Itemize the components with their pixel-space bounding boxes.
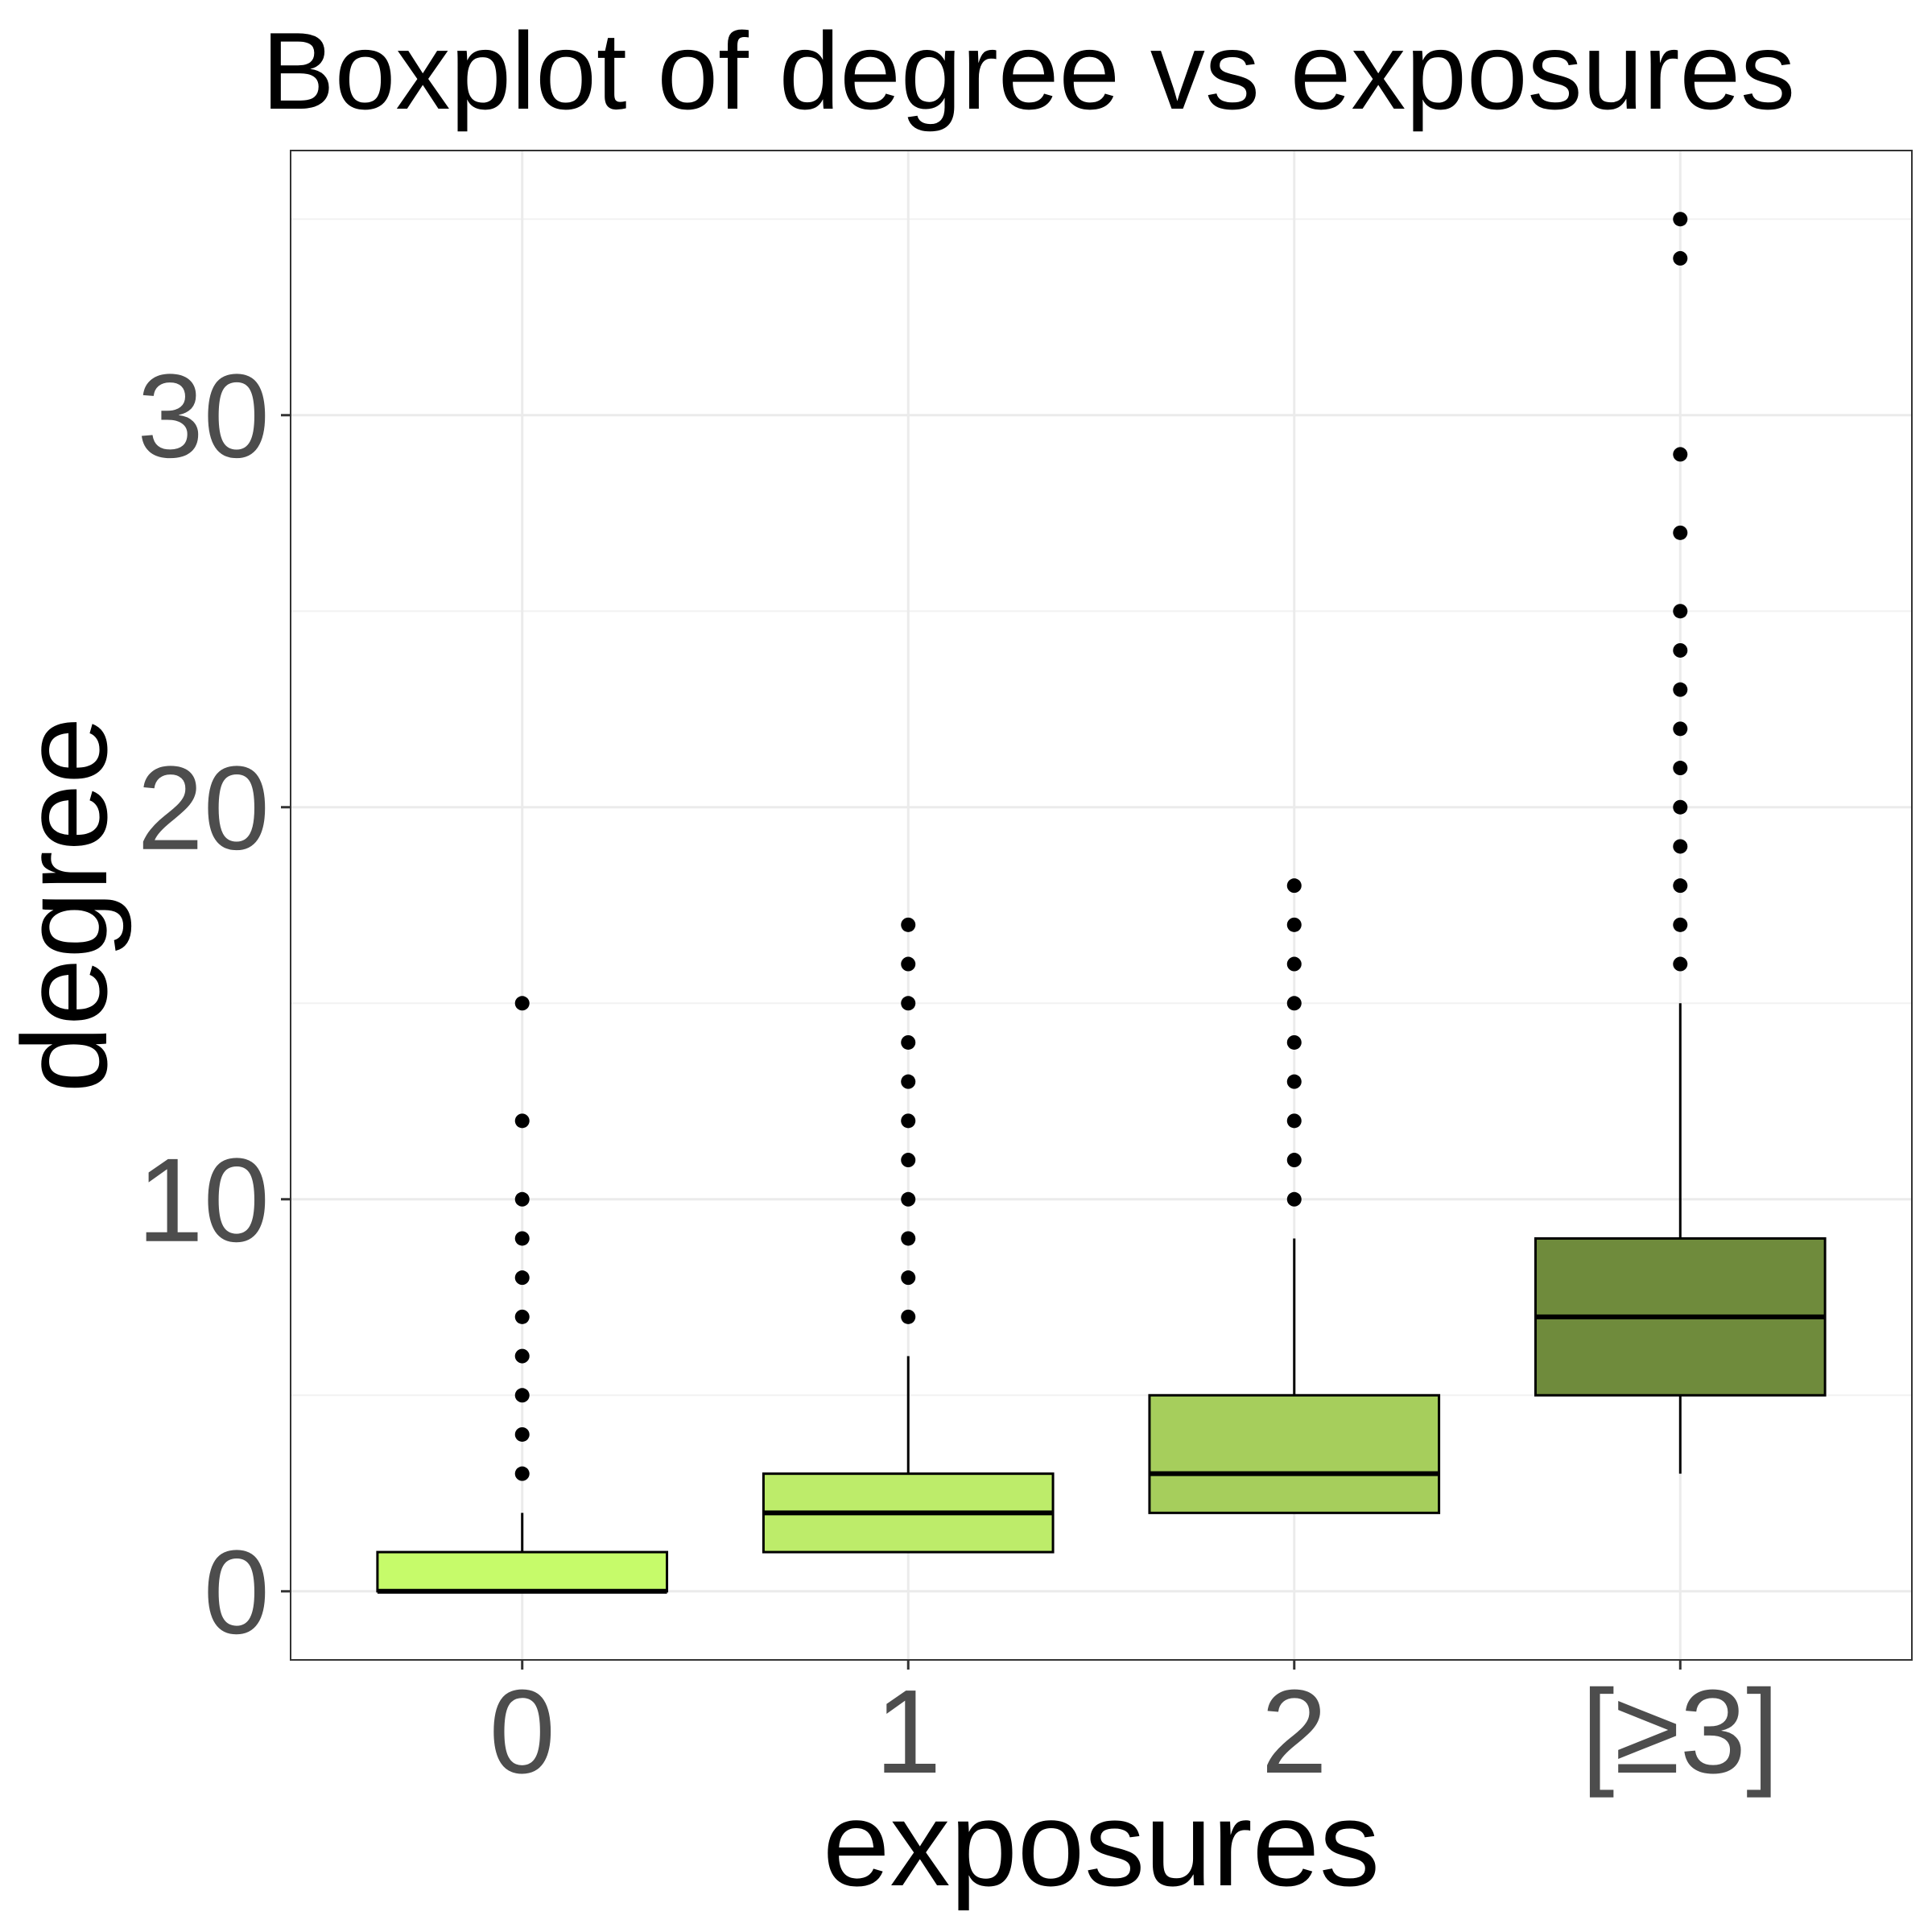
y-tick-label: 0 xyxy=(204,1526,270,1659)
outlier xyxy=(901,1034,916,1050)
outlier xyxy=(1286,956,1302,972)
outlier xyxy=(901,1113,916,1129)
outlier xyxy=(1286,1191,1302,1207)
outlier xyxy=(1286,1153,1302,1168)
outlier xyxy=(1286,1034,1302,1050)
outlier xyxy=(1673,682,1688,697)
y-tick-label: 30 xyxy=(137,350,270,483)
x-tick-label: 1 xyxy=(875,1666,941,1798)
outlier xyxy=(1673,917,1688,932)
outlier xyxy=(514,1309,530,1324)
outlier xyxy=(1286,1113,1302,1129)
box xyxy=(1148,1393,1441,1514)
chart-title: Boxplot of degree vs exposures xyxy=(262,10,1795,132)
outlier xyxy=(1673,447,1688,462)
outlier xyxy=(1286,878,1302,894)
outlier xyxy=(901,1191,916,1207)
outlier xyxy=(1286,1074,1302,1089)
outlier xyxy=(1673,604,1688,619)
outlier xyxy=(901,956,916,972)
outlier xyxy=(901,917,916,932)
outlier xyxy=(901,1231,916,1246)
outlier xyxy=(1673,212,1688,227)
y-tick-label: 20 xyxy=(137,742,270,875)
outlier xyxy=(514,1388,530,1403)
outlier xyxy=(901,1153,916,1168)
outlier xyxy=(1673,525,1688,540)
outlier xyxy=(514,1466,530,1481)
outlier xyxy=(1673,761,1688,776)
panel-border xyxy=(290,150,1913,1661)
x-tick-label: 0 xyxy=(489,1666,555,1798)
x-axis-title: exposures xyxy=(823,1776,1380,1911)
outlier xyxy=(901,1270,916,1286)
y-axis-title: degree xyxy=(0,716,132,1092)
outlier xyxy=(1673,799,1688,815)
outlier xyxy=(514,1113,530,1129)
outlier xyxy=(1286,917,1302,932)
outlier xyxy=(514,1270,530,1286)
outlier xyxy=(1286,996,1302,1011)
outlier xyxy=(514,1348,530,1364)
y-tick-label: 10 xyxy=(137,1134,270,1267)
outlier xyxy=(901,1309,916,1324)
outlier xyxy=(1673,250,1688,266)
outlier xyxy=(514,996,530,1011)
outlier xyxy=(1673,721,1688,737)
outlier xyxy=(514,1426,530,1442)
box xyxy=(376,1550,669,1593)
x-tick-label: 2 xyxy=(1261,1666,1327,1798)
outlier xyxy=(1673,642,1688,658)
outlier xyxy=(901,1074,916,1089)
outlier xyxy=(901,996,916,1011)
x-tick-label: [≥3] xyxy=(1581,1666,1779,1798)
outlier xyxy=(1673,839,1688,854)
outlier xyxy=(514,1191,530,1207)
outlier xyxy=(514,1231,530,1246)
outlier xyxy=(1673,878,1688,894)
outlier xyxy=(1673,956,1688,972)
